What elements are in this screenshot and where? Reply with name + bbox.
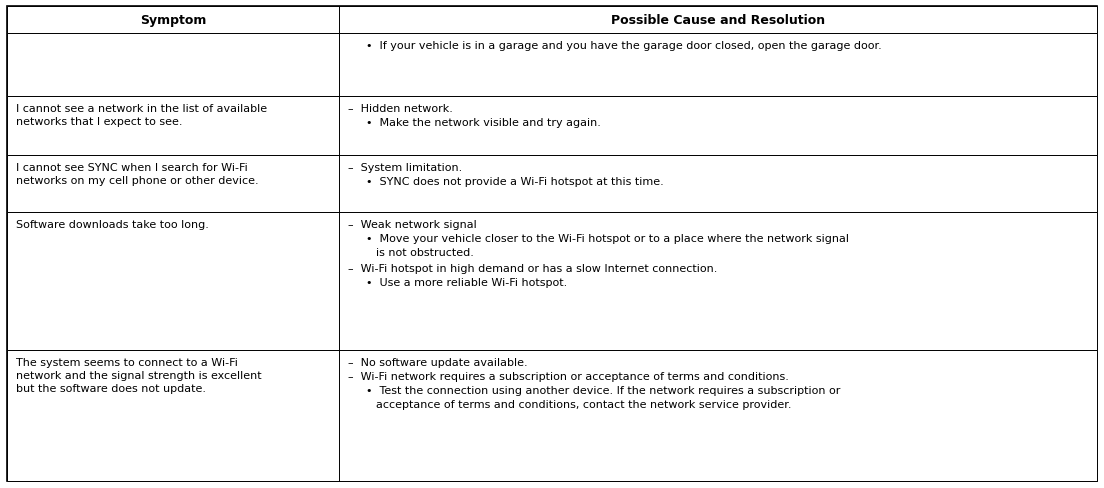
Text: Symptom: Symptom [140,14,206,27]
Text: –  Hidden network.: – Hidden network. [349,103,454,114]
Bar [7,34,1097,97]
Text: Possible Cause and Resolution: Possible Cause and Resolution [612,14,826,27]
Text: –  Weak network signal: – Weak network signal [349,220,477,230]
Text: –  Wi-Fi hotspot in high demand or has a slow Internet connection.: – Wi-Fi hotspot in high demand or has a … [349,264,718,274]
Bar [7,7,1097,34]
Bar [7,350,1097,481]
Text: •  SYNC does not provide a Wi-Fi hotspot at this time.: • SYNC does not provide a Wi-Fi hotspot … [367,177,665,187]
Text: acceptance of terms and conditions, contact the network service provider.: acceptance of terms and conditions, cont… [376,399,792,409]
Text: •  Use a more reliable Wi-Fi hotspot.: • Use a more reliable Wi-Fi hotspot. [367,278,567,288]
Bar [7,97,1097,156]
Text: –  Wi-Fi network requires a subscription or acceptance of terms and conditions.: – Wi-Fi network requires a subscription … [349,371,789,381]
Text: Software downloads take too long.: Software downloads take too long. [15,220,209,230]
Text: •  Test the connection using another device. If the network requires a subscript: • Test the connection using another devi… [367,385,841,395]
Text: –  No software update available.: – No software update available. [349,357,528,367]
Bar [7,156,1097,213]
Text: –  System limitation.: – System limitation. [349,163,463,173]
Text: •  If your vehicle is in a garage and you have the garage door closed, open the : • If your vehicle is in a garage and you… [367,41,882,51]
Text: I cannot see SYNC when I search for Wi-Fi
networks on my cell phone or other dev: I cannot see SYNC when I search for Wi-F… [15,163,258,186]
Text: I cannot see a network in the list of available
networks that I expect to see.: I cannot see a network in the list of av… [15,103,267,127]
Text: The system seems to connect to a Wi-Fi
network and the signal strength is excell: The system seems to connect to a Wi-Fi n… [15,357,262,393]
Text: is not obstructed.: is not obstructed. [376,248,475,258]
Text: •  Move your vehicle closer to the Wi-Fi hotspot or to a place where the network: • Move your vehicle closer to the Wi-Fi … [367,234,849,244]
Text: •  Make the network visible and try again.: • Make the network visible and try again… [367,118,602,127]
Bar [7,213,1097,350]
